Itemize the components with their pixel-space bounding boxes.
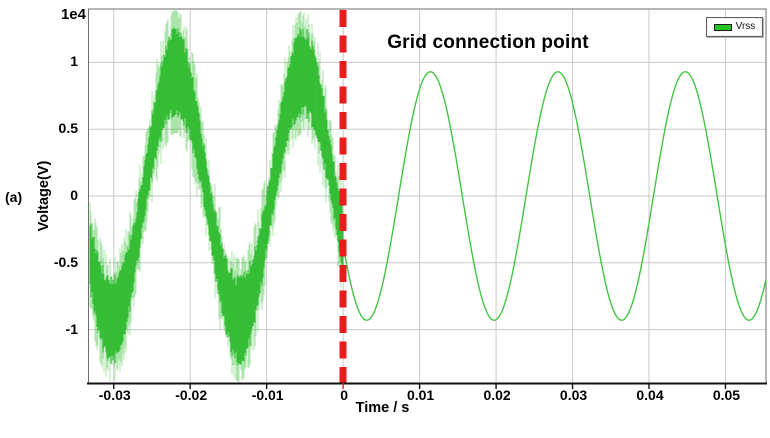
x-tick-label: 0	[340, 387, 349, 403]
x-tick-label: 0.02	[483, 387, 511, 403]
legend-series-swatch-icon	[713, 23, 732, 31]
y-tick-label: 0.5	[58, 120, 78, 137]
x-tick-label: -0.03	[98, 387, 131, 403]
x-axis-ticks	[113, 383, 727, 389]
grid-lines	[88, 9, 766, 383]
x-tick-label: 0.04	[636, 387, 664, 403]
x-tick-label: -0.01	[251, 387, 284, 403]
legend-series-label: Vrss	[735, 21, 756, 32]
x-axis-title: Time / s	[355, 400, 410, 416]
y-tick-label: -0.5	[53, 253, 78, 270]
x-tick-label: -0.02	[175, 387, 208, 403]
y-tick-label: 0	[70, 187, 78, 203]
y-tick-label: 1	[70, 53, 78, 70]
x-tick-label: 0.05	[712, 387, 741, 403]
panel-label: (a)	[5, 189, 23, 205]
x-tick-label: 0.03	[559, 387, 588, 403]
x-tick-label: 0.01	[406, 387, 435, 403]
y-tick-label: -1	[65, 320, 78, 337]
pre-connection-ripple-spikes	[89, 10, 344, 382]
vrss-sine-curve	[342, 71, 767, 321]
y-axis-scale-multiplier: 1e4	[60, 6, 86, 23]
legend-box[interactable]: Vrss	[706, 17, 763, 37]
chart-title: Grid connection point	[387, 32, 589, 53]
